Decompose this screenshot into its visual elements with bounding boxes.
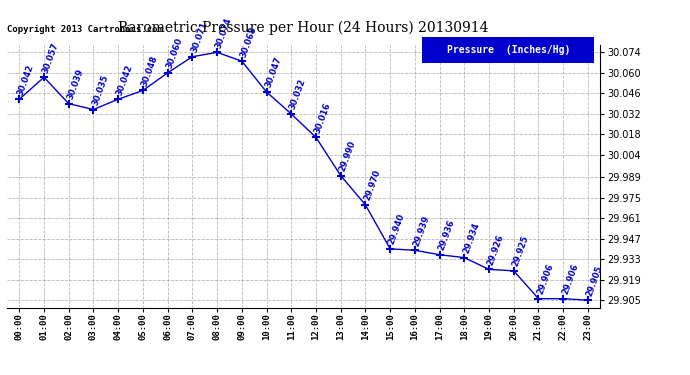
Text: 30.057: 30.057 <box>41 41 61 75</box>
Text: 29.926: 29.926 <box>486 233 506 267</box>
Text: 30.060: 30.060 <box>165 37 184 70</box>
Text: 30.047: 30.047 <box>264 56 283 89</box>
Text: 29.906: 29.906 <box>560 262 580 296</box>
Text: 30.074: 30.074 <box>214 16 234 50</box>
Text: 29.939: 29.939 <box>412 214 431 248</box>
Text: 30.039: 30.039 <box>66 68 85 101</box>
Text: 30.042: 30.042 <box>115 63 135 96</box>
Text: 30.048: 30.048 <box>140 54 159 88</box>
Text: Copyright 2013 Cartronics.com: Copyright 2013 Cartronics.com <box>7 26 163 34</box>
Text: 30.032: 30.032 <box>288 78 308 111</box>
Text: 29.970: 29.970 <box>362 169 382 202</box>
Text: 29.940: 29.940 <box>387 213 406 246</box>
Text: 29.934: 29.934 <box>462 222 481 255</box>
Text: 30.042: 30.042 <box>17 63 36 96</box>
Text: 29.906: 29.906 <box>535 262 555 296</box>
Text: 30.035: 30.035 <box>90 74 110 107</box>
Text: 29.936: 29.936 <box>437 219 456 252</box>
Text: 29.925: 29.925 <box>511 234 531 268</box>
Text: 29.905: 29.905 <box>585 264 604 297</box>
Text: 30.068: 30.068 <box>239 25 258 58</box>
Text: 30.016: 30.016 <box>313 101 333 135</box>
Text: 30.071: 30.071 <box>190 21 209 54</box>
Text: 29.990: 29.990 <box>338 140 357 173</box>
Title: Barometric Pressure per Hour (24 Hours) 20130914: Barometric Pressure per Hour (24 Hours) … <box>119 20 489 34</box>
